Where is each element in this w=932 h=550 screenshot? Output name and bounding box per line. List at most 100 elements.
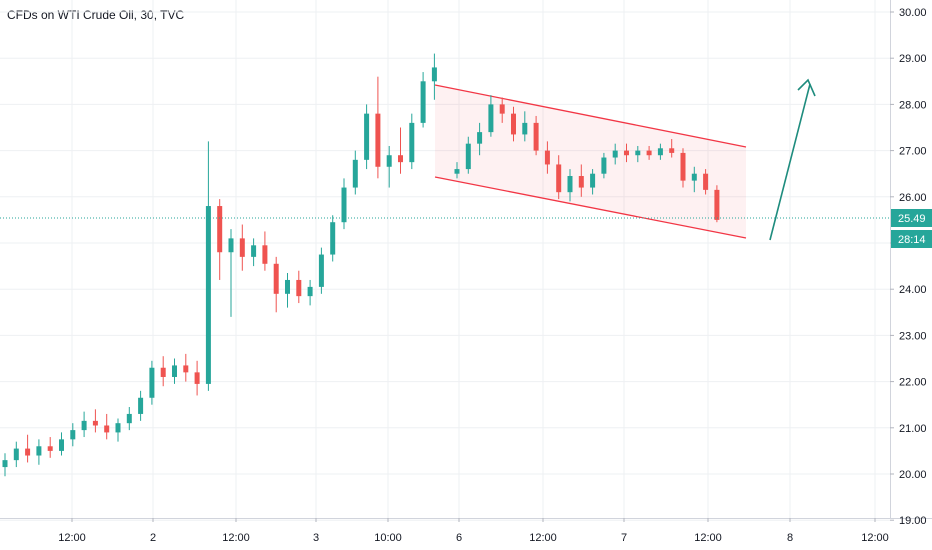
candle — [70, 423, 76, 447]
candle — [590, 169, 596, 195]
candle-body — [398, 155, 403, 163]
channel-fill — [435, 85, 746, 238]
candle-body — [92, 420, 98, 426]
last-price-label: 25.49 — [898, 213, 926, 225]
candle-body — [81, 420, 87, 431]
candle — [59, 432, 64, 456]
candle-body — [375, 113, 381, 167]
candle-body — [578, 176, 584, 188]
candle — [477, 122, 483, 156]
y-tick-label: 27.00 — [899, 146, 927, 158]
candle-body — [341, 187, 347, 223]
y-tick-label: 19.00 — [899, 515, 927, 527]
candle — [285, 273, 290, 308]
x-tick-label: 12:00 — [222, 532, 250, 544]
candle — [341, 178, 347, 230]
candle — [567, 169, 573, 202]
x-tick-label: 10:00 — [374, 532, 402, 544]
candle — [47, 437, 53, 458]
candle-body — [172, 365, 177, 377]
candle — [296, 270, 302, 304]
candle-body — [488, 104, 494, 133]
candle-body — [104, 425, 110, 433]
candle-body — [454, 169, 460, 174]
candle — [409, 113, 415, 170]
candle-body — [194, 372, 200, 384]
candle — [273, 256, 279, 313]
axis-divider-bottom — [0, 518, 932, 519]
candle-body — [2, 460, 8, 468]
candle — [556, 155, 562, 200]
candle-body — [330, 222, 336, 255]
candle — [92, 409, 98, 433]
candle — [624, 143, 629, 163]
channel-lower-line[interactable] — [434, 176, 747, 239]
candle-body — [217, 206, 223, 253]
candle-body — [285, 279, 290, 294]
candle-body — [228, 238, 234, 253]
price-axis[interactable]: 30.0029.0028.0027.0026.0025.0024.0023.00… — [890, 7, 927, 527]
candle — [228, 229, 234, 317]
candle-body — [511, 113, 516, 135]
candle — [126, 407, 132, 431]
x-tick-label: 3 — [313, 532, 319, 544]
candle — [522, 111, 528, 142]
x-tick-label: 12:00 — [861, 532, 889, 544]
candle — [691, 166, 697, 193]
candle — [612, 143, 618, 165]
candle-body — [262, 245, 268, 264]
candle — [25, 434, 31, 463]
candle — [217, 199, 223, 280]
candle — [386, 145, 392, 188]
candle — [669, 139, 675, 158]
candle-body — [205, 206, 211, 384]
candle — [262, 231, 268, 271]
candle — [465, 136, 471, 174]
candle-body — [431, 67, 437, 82]
axis-divider-right — [890, 0, 891, 518]
candle-body — [590, 173, 596, 188]
candle — [646, 145, 652, 160]
candle — [194, 360, 200, 396]
candle-body — [669, 148, 675, 153]
candle-body — [477, 132, 483, 144]
candle — [13, 441, 19, 468]
grid — [0, 0, 890, 521]
candle-body — [25, 448, 31, 456]
projection-arrow[interactable] — [769, 78, 816, 241]
arrow-shaft[interactable] — [769, 83, 811, 241]
candle — [714, 185, 720, 223]
candle — [330, 215, 336, 262]
candle-body — [239, 238, 245, 257]
descending-channel[interactable] — [434, 84, 747, 239]
channel-upper-line[interactable] — [434, 84, 747, 148]
countdown-badge: 28:14 — [891, 230, 932, 248]
candle — [511, 106, 516, 142]
candle — [488, 95, 494, 137]
candles — [2, 53, 720, 477]
candle-body — [657, 148, 663, 156]
candle — [205, 141, 211, 391]
candle-body — [59, 439, 64, 451]
candle — [138, 390, 144, 421]
candle-body — [409, 122, 415, 163]
last-price-badge: 25.49 — [891, 209, 932, 227]
y-tick-label: 22.00 — [899, 377, 927, 389]
candle-body — [567, 176, 573, 193]
candle-body — [601, 157, 607, 174]
y-tick-label: 26.00 — [899, 192, 927, 204]
candle-body — [364, 113, 370, 160]
candle-body — [307, 286, 313, 297]
candle — [36, 439, 42, 465]
candle — [160, 356, 166, 387]
candle — [578, 164, 584, 197]
candle-body — [680, 152, 686, 181]
x-tick-label: 2 — [150, 532, 156, 544]
candle-body — [703, 173, 709, 190]
candle-body — [296, 279, 302, 297]
time-axis[interactable]: 12:00 2 12:00 3 10:00 6 12:00 7 12:00 8 12:00 — [58, 518, 889, 544]
candle-body — [13, 448, 19, 461]
candle-body — [126, 413, 132, 424]
candle — [398, 127, 403, 174]
